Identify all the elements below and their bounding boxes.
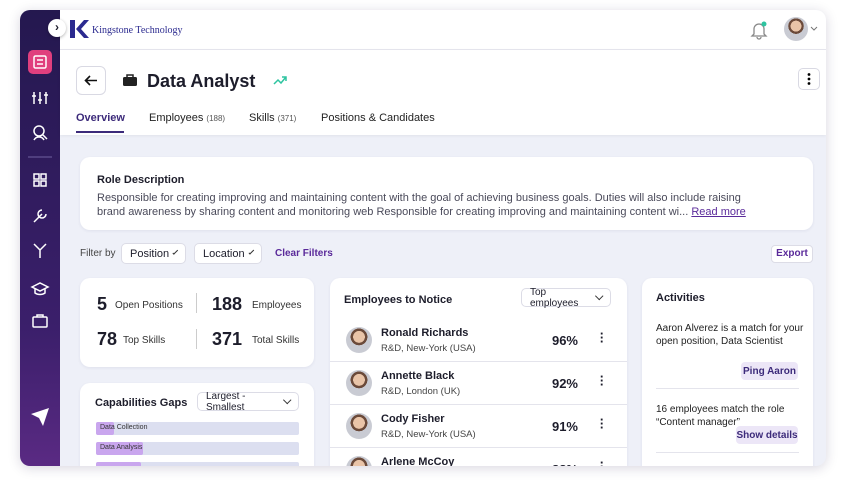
- clear-filters[interactable]: Clear Filters: [275, 248, 333, 259]
- gap-label: Data Collection: [100, 424, 148, 431]
- capabilities-sort[interactable]: Largest - Smallest: [197, 390, 299, 413]
- row-menu[interactable]: ···: [599, 412, 605, 435]
- row-divider: [330, 447, 627, 448]
- filter-label: Filter by: [80, 248, 116, 259]
- location-filter-label: Location: [203, 247, 245, 260]
- page-title: Data Analyst: [147, 71, 256, 91]
- trend-icon: [273, 76, 287, 85]
- gap-track: [96, 462, 299, 466]
- role-description: Responsible for creating improving and m…: [97, 192, 741, 218]
- stat-label: Employees: [252, 300, 302, 311]
- brand-name: Kingstone Technology: [92, 25, 183, 36]
- divider: [196, 293, 197, 313]
- gap-bar: [96, 442, 143, 455]
- employee-name: Ronald Richards: [381, 327, 469, 339]
- employee-meta: R&D, London (UK): [381, 386, 461, 397]
- export-button[interactable]: Export: [771, 245, 813, 263]
- capabilities-card: Capabilities Gaps Largest - Smallest Dat…: [80, 383, 314, 466]
- capabilities-title: Capabilities Gaps: [95, 397, 188, 409]
- employees-sort-label: Top employees: [530, 286, 579, 309]
- activities-title: Activities: [656, 292, 705, 304]
- tab-count: (188): [206, 114, 226, 123]
- employee-score: 92%: [551, 376, 578, 391]
- tab-label: Positions & Candidates: [321, 112, 435, 124]
- tab-label: Skills: [249, 112, 275, 124]
- employee-name: Cody Fisher: [381, 413, 445, 425]
- employee-avatar: [346, 456, 372, 466]
- employee-meta: R&D, New-York (USA): [381, 429, 476, 440]
- gap-track: Data Analysis: [96, 442, 299, 455]
- stat-value: 78: [97, 329, 118, 349]
- stat-label: Total Skills: [252, 335, 300, 346]
- row-divider: [330, 404, 627, 405]
- employee-avatar: [346, 370, 372, 396]
- position-filter-label: Position: [130, 247, 170, 260]
- position-filter[interactable]: Position: [121, 243, 186, 264]
- capabilities-sort-label: Largest - Smallest: [206, 390, 246, 413]
- gap-bar: [96, 422, 115, 435]
- read-more-link[interactable]: Read more: [691, 206, 746, 218]
- divider: [196, 329, 197, 349]
- tab-label: Overview: [76, 112, 125, 124]
- employees-card: Employees to Notice Top employees Ronald…: [330, 278, 627, 466]
- employee-score: 96%: [551, 333, 578, 348]
- stat-value: 371: [212, 329, 243, 349]
- tab[interactable]: Overview: [76, 112, 125, 124]
- gap-bar: [96, 462, 141, 466]
- activity-action[interactable]: Ping Aaron: [741, 362, 798, 380]
- employee-avatar: [346, 413, 372, 439]
- tab[interactable]: Employees (188): [149, 112, 225, 124]
- gap-track: Data Collection: [96, 422, 299, 435]
- role-text: Responsible for creating improving and m…: [97, 191, 757, 219]
- row-menu[interactable]: ···: [599, 369, 605, 392]
- tab[interactable]: Skills (371): [249, 112, 296, 124]
- location-filter[interactable]: Location: [194, 243, 262, 264]
- tab-underline: [76, 131, 124, 133]
- stat-label: Top Skills: [123, 335, 166, 346]
- employee-meta: R&D, New-York (USA): [381, 343, 476, 354]
- more-button[interactable]: [798, 68, 820, 90]
- activity-text: Aaron Alverez is a match for your open p…: [656, 323, 804, 347]
- back-button[interactable]: [76, 66, 106, 95]
- sidebar-icons: [28, 50, 52, 426]
- employee-avatar: [346, 327, 372, 353]
- stat-value: 188: [212, 294, 243, 314]
- employee-score: 91%: [551, 419, 578, 434]
- stat-label: Open Positions: [115, 300, 183, 311]
- user-avatar[interactable]: [784, 17, 808, 41]
- tab-count: (371): [277, 114, 297, 123]
- activities-card: Activities Aaron Alverez is a match for …: [642, 278, 813, 466]
- app-window: › Kingstone Technology Data Analyst Over…: [20, 10, 826, 466]
- employee-score: 88%: [528, 462, 578, 466]
- activity-text: 16 employees match the role “Content man…: [656, 404, 785, 428]
- employee-name: Annette Black: [381, 370, 455, 382]
- page-header: Data Analyst Overview Employees (188) Skill…: [60, 50, 826, 135]
- tab[interactable]: Positions & Candidates: [321, 112, 435, 124]
- activity-divider: [656, 452, 799, 453]
- stats-card: 5 Open Positions 188 Employees 78 Top Skills 3…: [80, 278, 314, 367]
- role-title: Role Description: [97, 174, 185, 186]
- employees-title: Employees to Notice: [344, 294, 453, 306]
- top-bar: Kingstone Technology: [60, 10, 826, 50]
- sidebar: [20, 10, 60, 466]
- activity-action[interactable]: Show details: [736, 426, 798, 444]
- row-divider: [330, 361, 627, 362]
- row-menu[interactable]: ···: [599, 326, 605, 349]
- user-menu-caret[interactable]: [810, 26, 818, 32]
- row-menu[interactable]: ···: [599, 455, 605, 466]
- collapse-button[interactable]: ›: [48, 19, 66, 37]
- employee-name: Arlene McCoy: [381, 456, 455, 466]
- activity-divider: [656, 388, 799, 389]
- stat-value: 5: [97, 294, 108, 314]
- tab-label: Employees: [149, 112, 204, 124]
- role-card: Role Description Responsible for creatin…: [80, 157, 813, 230]
- employees-sort[interactable]: Top employees: [521, 286, 611, 309]
- briefcase-icon: [123, 74, 137, 86]
- logo-mark: [70, 20, 89, 38]
- notification-bell[interactable]: [750, 20, 768, 40]
- gap-label: Data Analysis: [100, 444, 143, 451]
